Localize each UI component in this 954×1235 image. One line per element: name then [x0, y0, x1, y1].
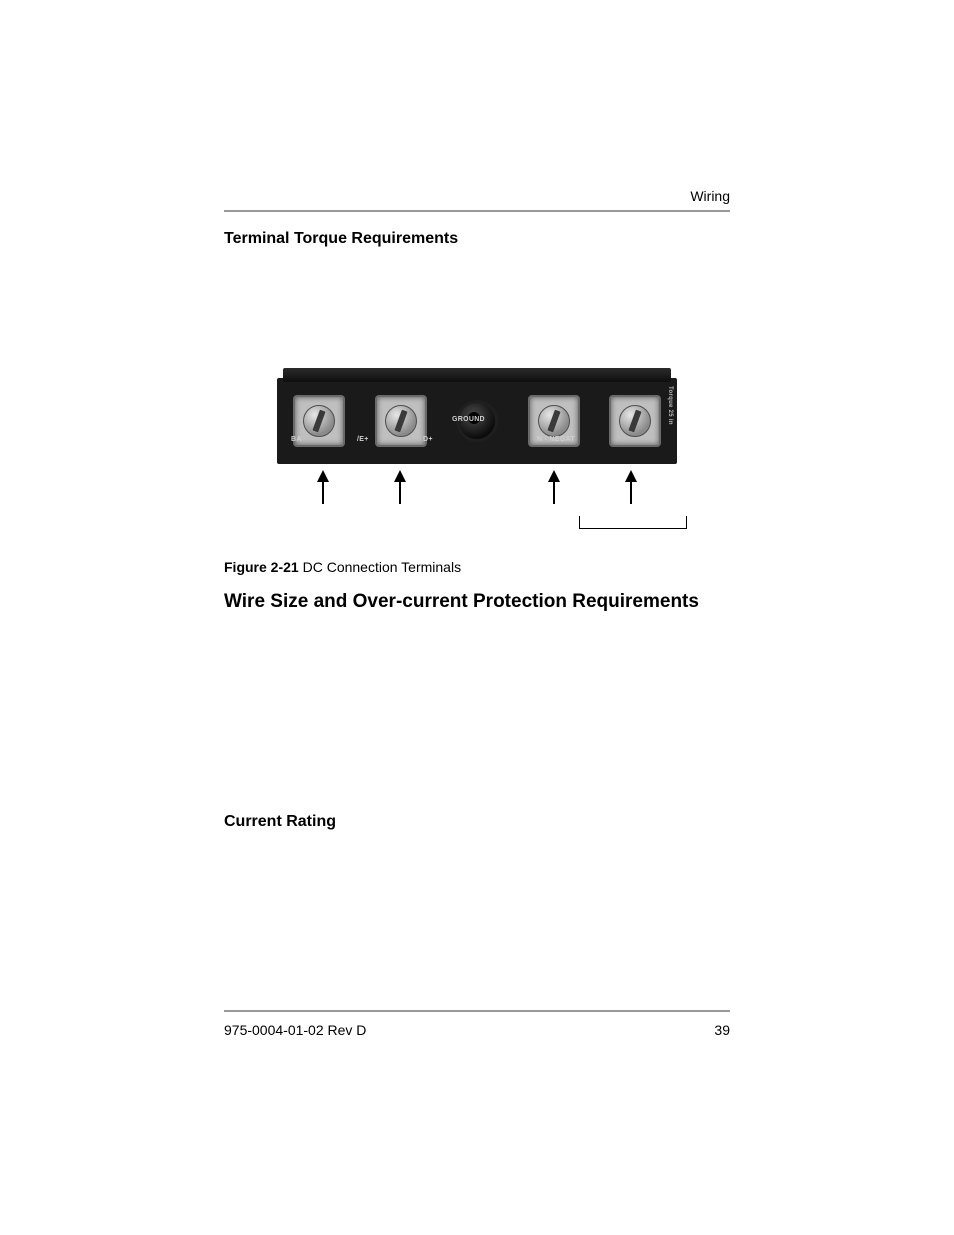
- board-label-ba: BA: [291, 436, 302, 443]
- bracket-icon: [579, 516, 687, 529]
- arrow-row: [277, 470, 677, 482]
- board-edge: [283, 368, 671, 382]
- header-section-label: Wiring: [224, 188, 730, 204]
- figure-dc-terminals: BA /E+ D+ GROUND N - NEGAT Torque 25 in: [267, 378, 687, 529]
- page-footer: 975-0004-01-02 Rev D 39: [224, 1010, 730, 1038]
- footer-page-number: 39: [714, 1022, 730, 1038]
- arrow-up-icon: [548, 470, 560, 482]
- wire-size-heading: Wire Size and Over-current Protection Re…: [224, 591, 730, 613]
- figure-caption-text: DC Connection Terminals: [303, 559, 461, 575]
- terminal-torque-heading: Terminal Torque Requirements: [224, 230, 730, 248]
- figure-caption: Figure 2-21 DC Connection Terminals: [224, 559, 730, 575]
- board-label-ground: GROUND: [452, 416, 485, 423]
- board-label-neg: N - NEGAT: [537, 436, 575, 443]
- arrow-up-icon: [317, 470, 329, 482]
- figure-caption-prefix: Figure 2-21: [224, 559, 299, 575]
- arrow-up-icon: [625, 470, 637, 482]
- footer-rule: [224, 1010, 730, 1012]
- footer-doc-id: 975-0004-01-02 Rev D: [224, 1022, 366, 1038]
- arrow-up-icon: [394, 470, 406, 482]
- current-rating-heading: Current Rating: [224, 813, 730, 831]
- board-label-torque: Torque 25 in: [667, 386, 673, 425]
- board-label-d: D+: [423, 436, 433, 443]
- board-label-ve: /E+: [357, 436, 369, 443]
- terminal-4: [609, 395, 661, 447]
- header-rule: [224, 210, 730, 212]
- terminal-2: [375, 395, 427, 447]
- terminal-board-image: BA /E+ D+ GROUND N - NEGAT Torque 25 in: [277, 378, 677, 464]
